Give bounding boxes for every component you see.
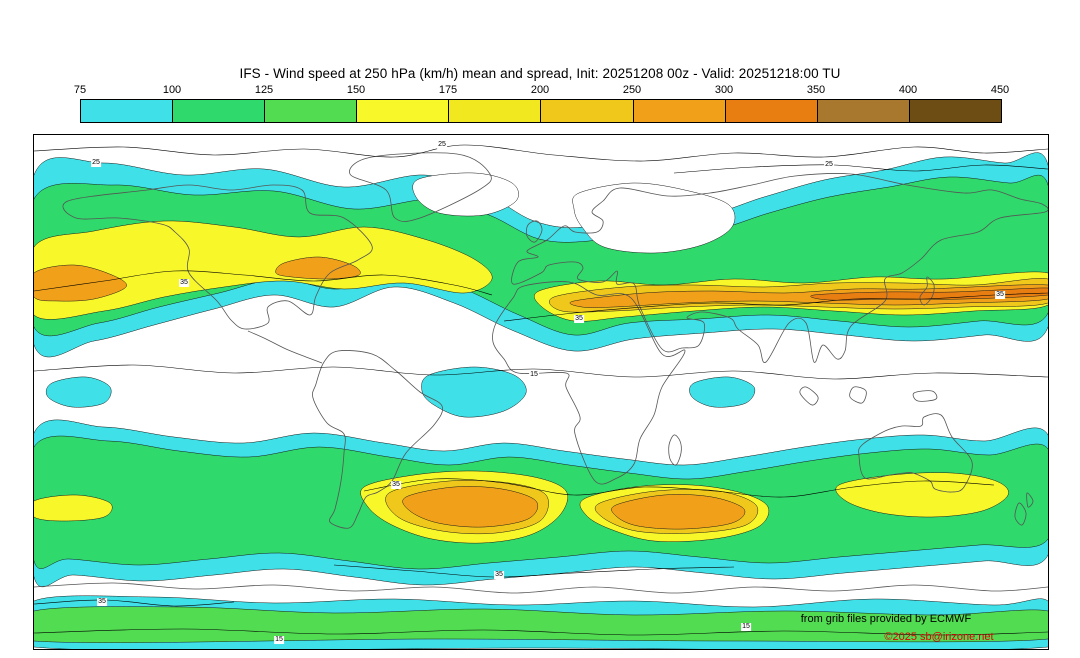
coast-south-america — [312, 350, 443, 529]
colorbar-tick-100: 100 — [162, 84, 182, 96]
jet-south-yellow-west — [34, 494, 113, 522]
coast-borneo — [849, 386, 867, 404]
contour-label-35: 35 — [391, 481, 401, 489]
colorbar-tick-300: 300 — [714, 84, 734, 96]
spread-contour-35-southwest — [34, 599, 235, 607]
colorbar-tick-350: 350 — [806, 84, 826, 96]
wind-speed-colorbar — [80, 99, 1002, 123]
jet-south-orange-indian — [611, 494, 746, 530]
spread-contour-15-bottom — [34, 628, 1048, 636]
contour-label-15: 15 — [741, 623, 751, 631]
colorbar-segment-0 — [81, 100, 173, 122]
coast-new-zealand-north — [1026, 492, 1034, 508]
colorbar-tick-labels: 75 100 125 150 175 200 250 300 350 400 450 — [74, 84, 1009, 97]
copyright-text: ©2025 sb@irizone.net — [884, 631, 994, 643]
contour-label-35: 35 — [574, 315, 584, 323]
coast-africa — [492, 281, 686, 485]
colorbar-segment-1 — [172, 100, 265, 122]
colorbar-segment-2 — [264, 100, 357, 122]
coast-uk — [525, 220, 543, 243]
spread-contour-15-tropics — [34, 364, 1048, 380]
colorbar-segment-7 — [724, 100, 817, 122]
colorbar-segment-4 — [448, 100, 541, 122]
contour-label-15: 15 — [274, 636, 284, 644]
coast-australia — [858, 413, 973, 493]
jet-south-yellow-pacific — [835, 472, 1009, 518]
contour-label-35: 35 — [494, 571, 504, 579]
colorbar-segment-6 — [632, 100, 725, 122]
colorbar-tick-200: 200 — [530, 84, 550, 96]
colorbar-tick-75: 75 — [73, 84, 87, 96]
colorbar-tick-125: 125 — [254, 84, 274, 96]
jet-asia-orange-core — [810, 287, 1048, 301]
coast-japan — [919, 276, 935, 306]
colorbar-segment-5 — [540, 100, 633, 122]
circumpolar-green — [34, 606, 1048, 643]
jet-south-orange-atlantic — [402, 486, 539, 528]
low-wind-gap-canada — [412, 172, 519, 217]
colorbar-segment-8 — [816, 100, 909, 122]
colorbar-segment-9 — [908, 100, 1001, 122]
spread-contour-35-south-jet — [363, 478, 995, 498]
coast-north-america — [62, 184, 373, 330]
contour-label-25: 25 — [91, 159, 101, 167]
spread-contour-35-asia-jet — [503, 292, 1048, 322]
contour-label-25: 25 — [437, 141, 447, 149]
coastlines — [34, 152, 1048, 594]
spread-contour-25-north — [34, 144, 1048, 162]
contour-label-35: 35 — [995, 291, 1005, 299]
colorbar-segment-3 — [356, 100, 449, 122]
spread-contour-35-na-jet — [34, 270, 493, 296]
jet-pacific-orange — [34, 264, 127, 302]
spread-contour-lines — [34, 144, 1048, 636]
colorbar-tick-400: 400 — [898, 84, 918, 96]
contour-label-35: 35 — [97, 598, 107, 606]
coast-new-zealand-south — [1014, 502, 1027, 526]
jet-na-yellow — [34, 220, 493, 320]
coast-new-guinea — [912, 390, 938, 402]
colorbar-tick-250: 250 — [622, 84, 642, 96]
colorbar-tick-150: 150 — [346, 84, 366, 96]
coast-sumatra — [799, 386, 819, 406]
tropics-patch-arabia — [421, 366, 527, 418]
colorbar-tick-450: 450 — [990, 84, 1010, 96]
world-wind-map — [34, 144, 1048, 649]
ecmwf-credit-text: from grib files provided by ECMWF — [800, 613, 972, 625]
coast-greenland — [349, 152, 492, 222]
tropics-patch-india — [689, 376, 756, 408]
tropics-patch-west — [45, 376, 112, 408]
contour-label-35: 35 — [179, 279, 189, 287]
world-map-panel: 25 25 25 35 35 35 35 35 35 15 15 15 from grib files… — [33, 134, 1049, 650]
wind-speed-filled-bands — [34, 152, 1048, 649]
chart-title: IFS - Wind speed at 250 hPa (km/h) mean … — [239, 66, 841, 81]
coast-eurasia — [511, 173, 1048, 363]
coast-central-america — [247, 330, 323, 364]
contour-label-25: 25 — [824, 161, 834, 169]
spread-contour-35-south-lower — [333, 564, 735, 578]
contour-label-15: 15 — [529, 371, 539, 379]
colorbar-tick-175: 175 — [438, 84, 458, 96]
spread-contour-25-northeast — [673, 164, 1048, 174]
coast-madagascar — [668, 434, 682, 466]
coast-antarctica — [34, 582, 1048, 594]
low-wind-gap-europe — [572, 182, 736, 254]
